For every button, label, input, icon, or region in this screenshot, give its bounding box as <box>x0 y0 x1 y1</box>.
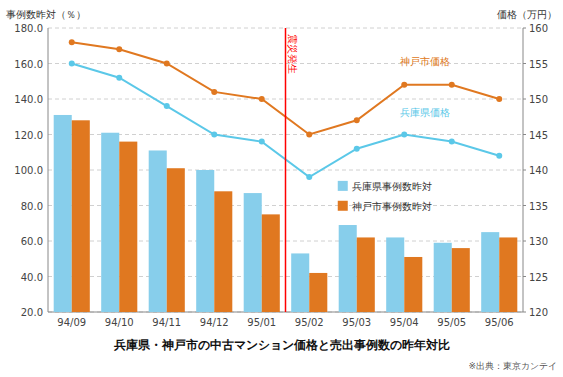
legend-label: 兵庫県事例数昨対 <box>352 181 432 192</box>
legend-label: 神戸市事例数昨対 <box>352 201 432 212</box>
bar <box>339 225 357 312</box>
line-marker <box>69 39 75 45</box>
line-marker <box>496 153 502 159</box>
y2-tick-label: 145 <box>529 130 548 141</box>
bar <box>72 120 90 312</box>
y2-tick-label: 140 <box>529 165 548 176</box>
line-marker <box>449 82 455 88</box>
bar <box>481 232 499 312</box>
line-marker <box>401 132 407 138</box>
y-tick-label: 160.0 <box>14 59 43 70</box>
x-tick-label: 94/11 <box>152 317 181 328</box>
y-tick-label: 140.0 <box>14 94 43 105</box>
line-marker <box>211 89 217 95</box>
annotation-line <box>285 28 287 312</box>
y2-tick-label: 155 <box>529 59 548 70</box>
series-labels: 兵庫県事例数昨対神戸市事例数昨対 神戸市価格兵庫県価格 <box>338 56 450 212</box>
x-tick-label: 94/12 <box>200 317 229 328</box>
x-tick-label: 95/05 <box>437 317 466 328</box>
y-tick-label: 180.0 <box>14 23 43 34</box>
line-marker <box>259 139 265 145</box>
line-marker <box>164 61 170 67</box>
y2-tick-label: 120 <box>529 307 548 318</box>
line-marker <box>259 96 265 102</box>
title: 兵庫県・神戸市の中古マンション価格と売出事例数の昨年対比 <box>113 338 450 352</box>
x-tick-label: 95/04 <box>390 317 419 328</box>
y-tick-label: 40.0 <box>21 272 43 283</box>
annotation-label: 震災発生 <box>287 34 298 74</box>
bar <box>434 243 452 312</box>
bar <box>357 237 375 312</box>
y2-tick-label: 130 <box>529 236 548 247</box>
x-tick-label: 95/02 <box>295 317 324 328</box>
line-marker <box>306 132 312 138</box>
y2-axis-line <box>523 28 524 312</box>
chart: 20.0 40.0 60.0 80.0 100.0 120.0 140.0 160.0 180.… <box>0 0 563 377</box>
bar <box>452 248 470 312</box>
y-tick-label: 60.0 <box>21 236 43 247</box>
bar <box>101 133 119 312</box>
line-marker <box>116 46 122 52</box>
x-tick-label: 94/10 <box>105 317 134 328</box>
y-tick-label: 120.0 <box>14 130 43 141</box>
x-tick-label: 94/09 <box>57 317 86 328</box>
x-tick-label: 95/03 <box>342 317 371 328</box>
bar <box>404 257 422 312</box>
y-tick-label: 100.0 <box>14 165 43 176</box>
bar <box>309 273 327 312</box>
bar <box>244 193 262 312</box>
bar <box>291 253 309 312</box>
bar <box>214 191 232 312</box>
line-marker <box>306 174 312 180</box>
y2-tick-label: 135 <box>529 201 548 212</box>
line-marker <box>496 96 502 102</box>
line-label: 神戸市価格 <box>400 56 450 67</box>
legend-swatch <box>338 201 348 211</box>
y-tick-label: 20.0 <box>21 307 43 318</box>
legend-swatch <box>338 181 348 191</box>
bar <box>119 142 137 312</box>
bar <box>54 115 72 312</box>
y2-tick-label: 160 <box>529 23 548 34</box>
line-marker <box>211 132 217 138</box>
x-tick-label: 95/01 <box>247 317 276 328</box>
bar <box>386 237 404 312</box>
y-axis-label: 事例数昨対（％） <box>6 9 86 20</box>
source-note: ※出典：東京カンテイ <box>468 361 557 371</box>
y2-tick-label: 125 <box>529 272 548 283</box>
bar <box>499 237 517 312</box>
line-marker <box>401 82 407 88</box>
line-marker <box>449 139 455 145</box>
bar <box>167 168 185 312</box>
line-marker <box>164 103 170 109</box>
line-marker <box>354 146 360 152</box>
line-label: 兵庫県価格 <box>400 107 450 118</box>
bar <box>149 150 167 312</box>
x-tick-label: 95/06 <box>485 317 514 328</box>
y2-tick-label: 150 <box>529 94 548 105</box>
y-axis-line <box>48 28 49 312</box>
bar <box>262 214 280 312</box>
y2-axis-label: 価格（万円） <box>497 9 557 20</box>
line-marker <box>69 61 75 67</box>
annotations: 震災発生 ※出典：東京カンテイ <box>286 28 558 371</box>
bar <box>196 170 214 312</box>
line-marker <box>116 75 122 81</box>
y-tick-label: 80.0 <box>21 201 43 212</box>
line-marker <box>354 117 360 123</box>
